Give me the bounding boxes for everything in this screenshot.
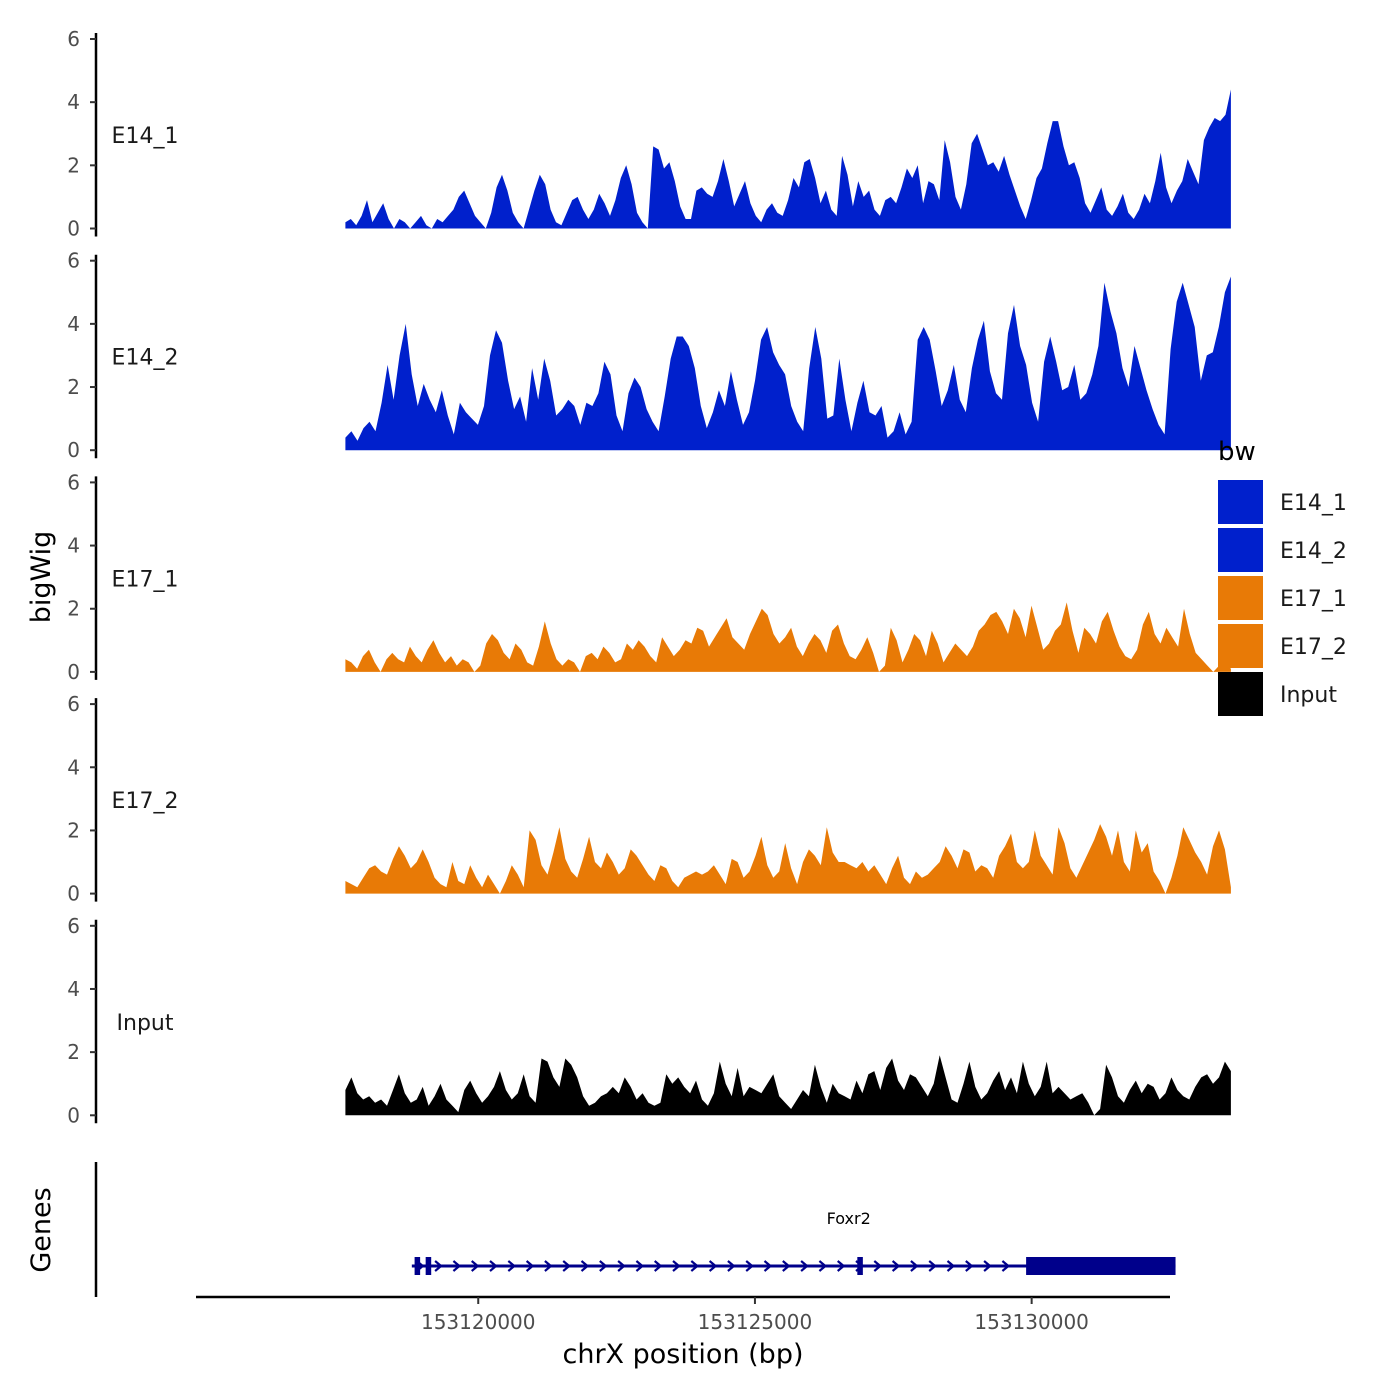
legend-swatch-e14-1 [1218, 480, 1263, 524]
legend-swatch-e17-2 [1218, 624, 1263, 668]
y-tick-label: 0 [67, 438, 80, 462]
strand-chevron [653, 1260, 663, 1272]
legend-swatch-input [1218, 672, 1263, 716]
legend-title: bw [1218, 437, 1256, 467]
track-label-e14-2: E14_2 [112, 346, 179, 371]
legend-label-input: Input [1280, 683, 1337, 708]
strand-chevron [635, 1260, 645, 1272]
strand-chevron [946, 1260, 956, 1272]
coverage-area-e14-1 [345, 89, 1231, 229]
strand-chevron [507, 1260, 517, 1272]
strand-chevron [599, 1260, 608, 1272]
strand-chevron [745, 1260, 754, 1272]
y-tick-label: 6 [67, 692, 80, 716]
track-label-e17-2: E17_2 [112, 789, 179, 814]
strand-chevron [617, 1260, 626, 1272]
strand-chevron [910, 1260, 919, 1272]
y-tick-label: 4 [67, 755, 80, 779]
x-tick-label: 153125000 [698, 1310, 813, 1334]
y-axis-title: bigWig [26, 531, 57, 624]
y-tick-label: 2 [67, 597, 80, 621]
legend-label-e17-1: E17_1 [1280, 587, 1347, 612]
y-tick-label: 6 [67, 249, 80, 273]
strand-chevron [727, 1260, 736, 1272]
gene-exon [857, 1257, 863, 1275]
strand-chevron [782, 1260, 791, 1272]
strand-chevron [452, 1260, 462, 1272]
strand-chevron [836, 1260, 846, 1272]
coverage-area-e17-2 [345, 824, 1231, 894]
strand-chevron [983, 1260, 992, 1272]
x-axis: 153120000 153125000 153130000 [421, 1297, 1089, 1334]
track-input: 0 2 4 6 Input [67, 914, 1231, 1127]
strand-chevron [544, 1260, 553, 1272]
strand-chevron [763, 1260, 773, 1272]
tracks-layer: 0 2 4 6 E14_1 0 2 4 6 E14_2 0 2 4 6 E17_1 0 2 4 6 E17_2 0 2 4 6… [67, 27, 1231, 1127]
strand-chevron [672, 1260, 681, 1272]
strand-chevron [800, 1260, 809, 1272]
y-tick-label: 2 [67, 1040, 80, 1064]
y-tick-label: 2 [67, 153, 80, 177]
y-tick-label: 0 [67, 217, 80, 241]
strand-chevron [690, 1260, 700, 1272]
legend-label-e17-2: E17_2 [1280, 635, 1347, 660]
strand-chevron [708, 1260, 718, 1272]
y-tick-label: 6 [67, 470, 80, 494]
coverage-area-e14-2 [345, 276, 1231, 451]
strand-chevron [1001, 1260, 1011, 1272]
strand-chevron [891, 1260, 901, 1272]
y-tick-label: 0 [67, 660, 80, 684]
track-label-e17-1: E17_1 [112, 567, 179, 592]
gene-foxr2: Foxr2 [411, 1209, 1176, 1275]
y-tick-label: 6 [67, 914, 80, 938]
y-tick-label: 2 [67, 375, 80, 399]
strand-chevron [818, 1260, 828, 1272]
gene-label: Foxr2 [827, 1209, 871, 1228]
strand-chevron [928, 1260, 937, 1272]
x-tick-label: 153120000 [421, 1310, 536, 1334]
legend-swatch-e14-2 [1218, 528, 1263, 572]
y-tick-label: 2 [67, 818, 80, 842]
y-tick-label: 0 [67, 882, 80, 906]
strand-chevron [580, 1260, 590, 1272]
gene-coding-exon [1026, 1257, 1176, 1275]
strand-chevron [965, 1260, 974, 1272]
coverage-area-e17-1 [345, 602, 1231, 672]
track-e14-1: 0 2 4 6 E14_1 [67, 27, 1231, 241]
x-axis-title: chrX position (bp) [562, 1339, 803, 1370]
legend-label-e14-1: E14_1 [1280, 491, 1347, 516]
strand-chevron [562, 1260, 571, 1272]
y-tick-label: 4 [67, 312, 80, 336]
y-tick-label: 4 [67, 90, 80, 114]
track-e17-2: 0 2 4 6 E17_2 [67, 692, 1231, 906]
track-e14-2: 0 2 4 6 E14_2 [67, 249, 1231, 462]
track-label-input: Input [117, 1011, 174, 1036]
y-tick-label: 4 [67, 977, 80, 1001]
track-label-e14-1: E14_1 [112, 124, 179, 149]
strand-chevron [489, 1260, 498, 1272]
gene-exon [414, 1257, 421, 1275]
coverage-area-input [345, 1055, 1231, 1116]
legend: bw E14_1 E14_2 E17_1 E17_2 Input [1218, 437, 1347, 716]
legend-label-e14-2: E14_2 [1280, 539, 1347, 564]
gene-exon [425, 1257, 432, 1275]
y-tick-label: 0 [67, 1103, 80, 1127]
strand-chevron [434, 1260, 443, 1272]
genes-panel-title: Genes [26, 1187, 57, 1272]
track-e17-1: 0 2 4 6 E17_1 [67, 470, 1231, 684]
y-tick-label: 6 [67, 27, 80, 51]
y-tick-label: 4 [67, 534, 80, 558]
strand-chevron [525, 1260, 535, 1272]
legend-swatch-e17-1 [1218, 576, 1263, 620]
strand-chevron [873, 1260, 883, 1272]
genes-panel: Foxr2 [94, 1162, 1176, 1299]
x-tick-label: 153130000 [974, 1310, 1089, 1334]
strand-chevron [470, 1260, 480, 1272]
